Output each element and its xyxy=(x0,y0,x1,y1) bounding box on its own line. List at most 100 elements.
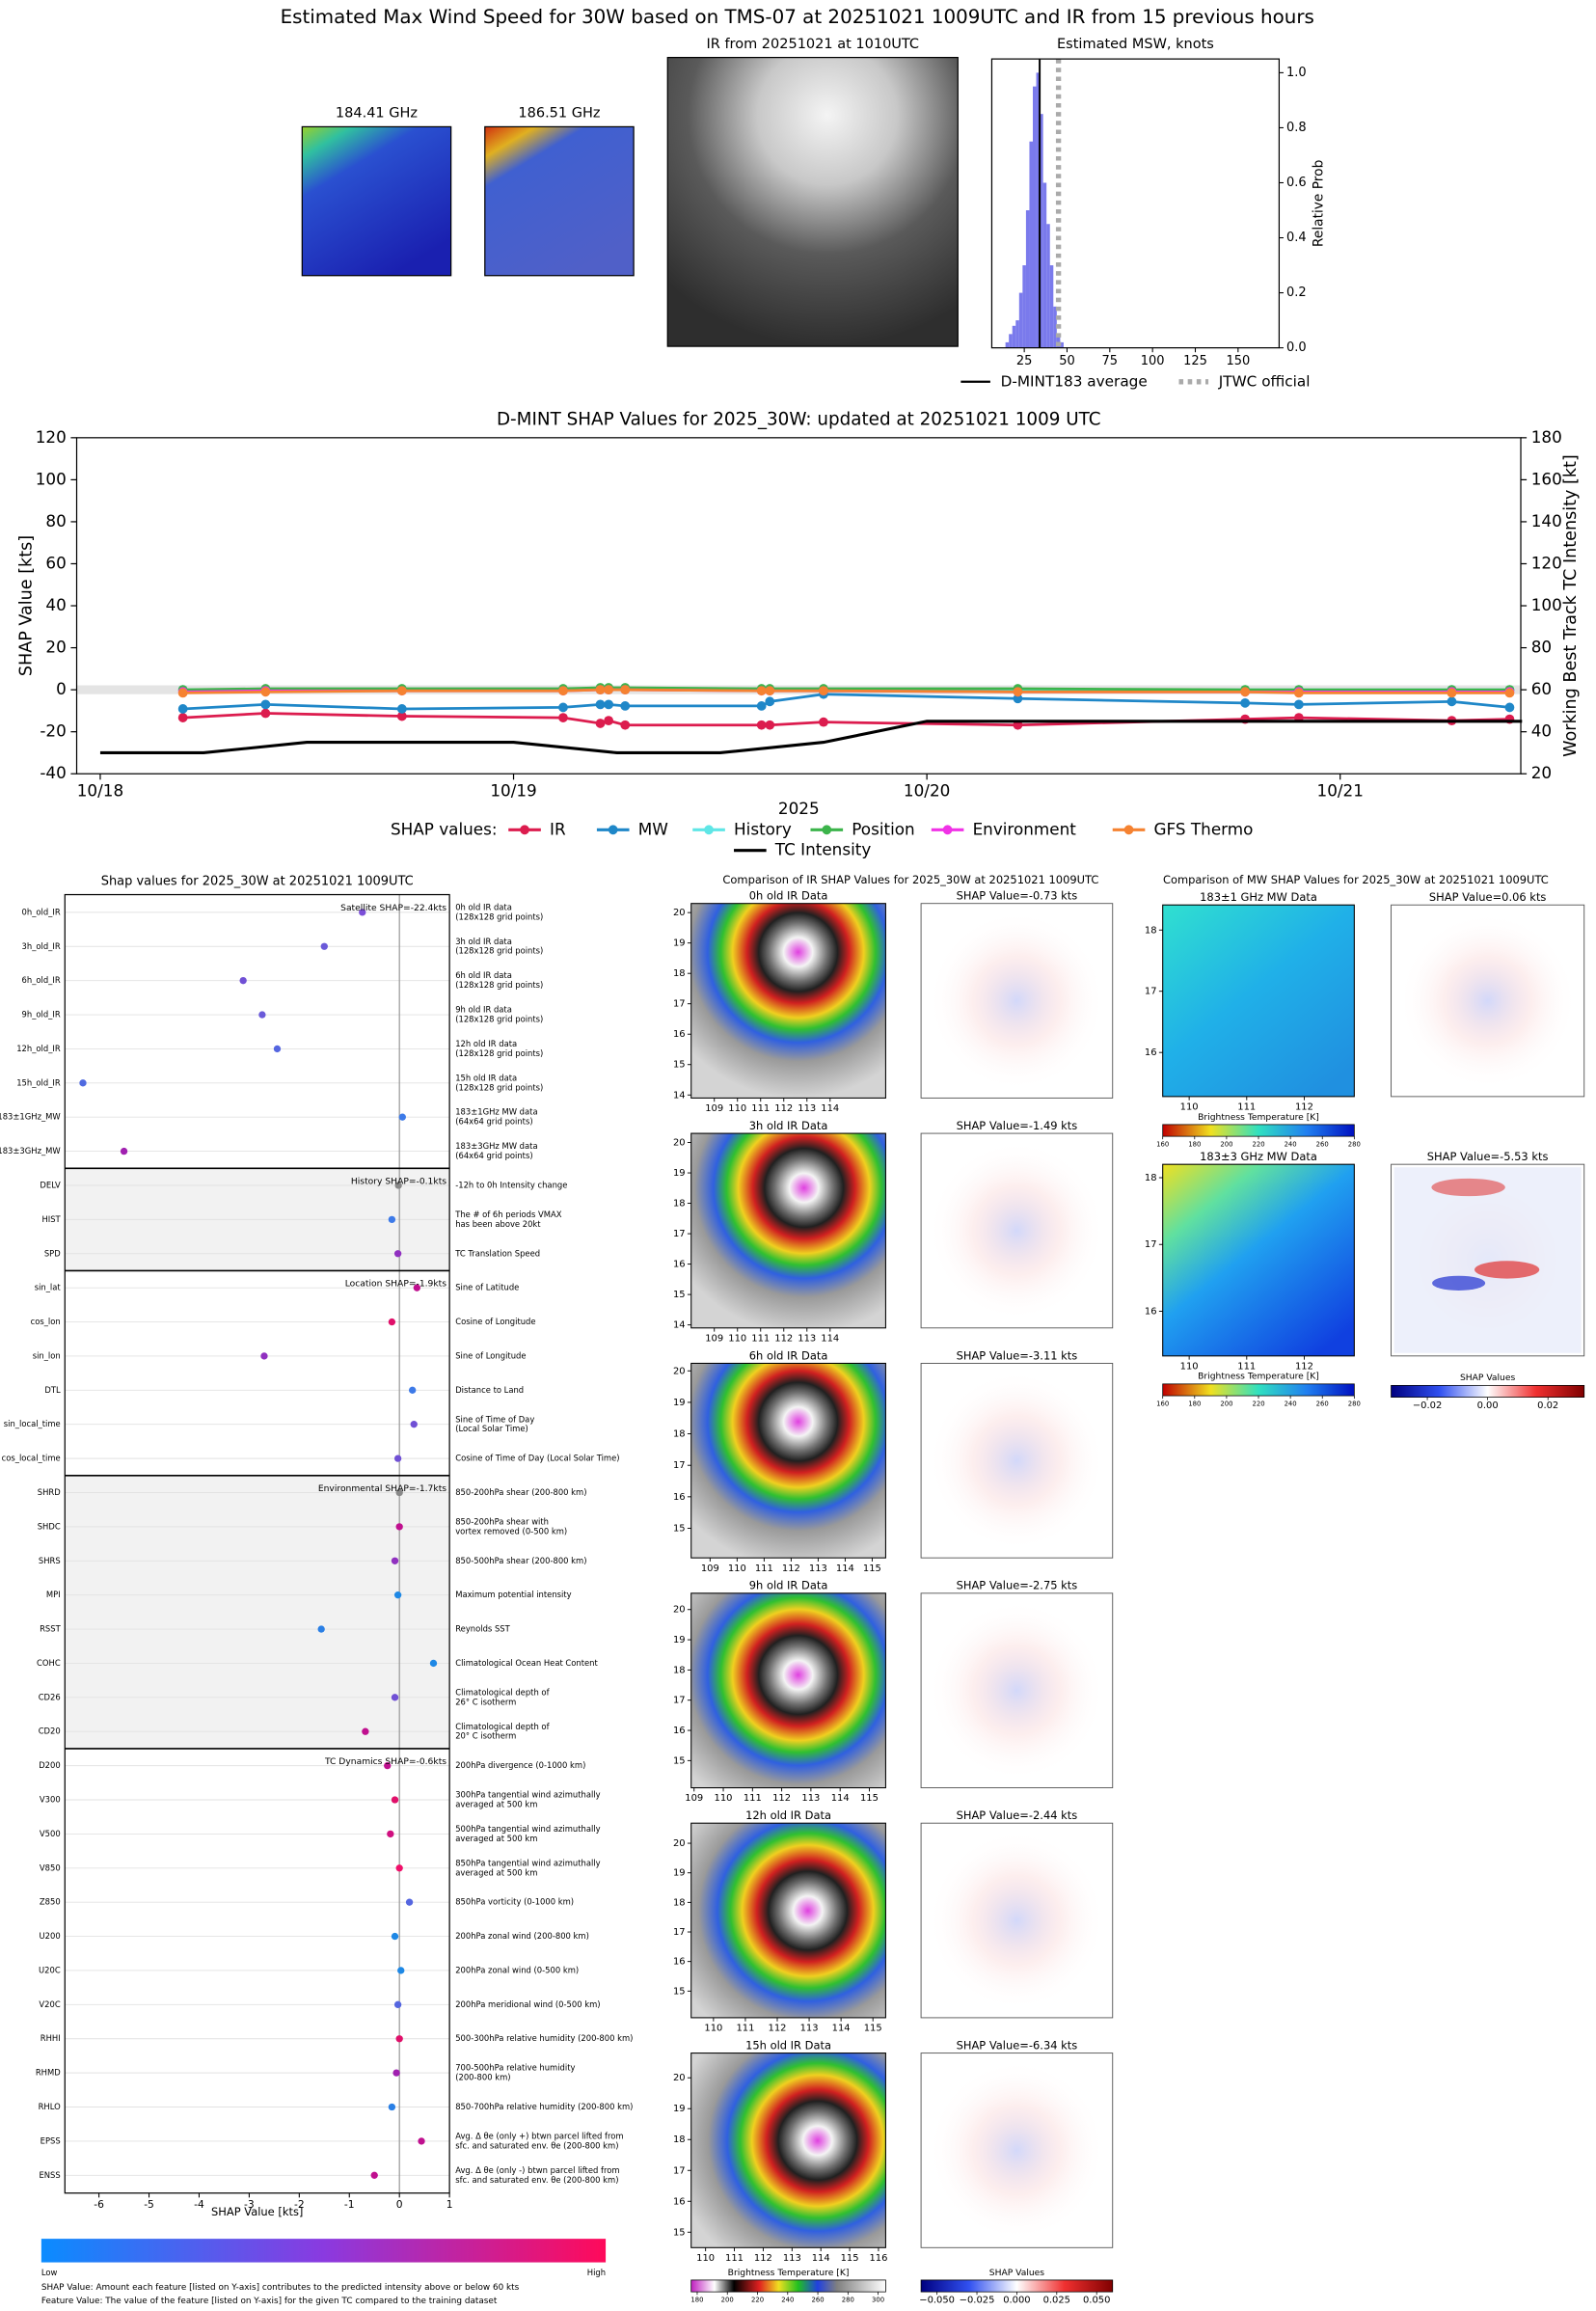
y-tick-label: 16 xyxy=(1145,1306,1157,1317)
panel-title: SHAP Value=0.06 kts xyxy=(1429,890,1547,904)
chart-title: Shap values for 2025_30W at 20251021 100… xyxy=(101,874,414,888)
feature-description: Reynolds SST xyxy=(455,1624,510,1634)
feature-description: (128x128 grid points) xyxy=(455,1015,543,1024)
series-marker xyxy=(177,704,188,714)
colorbar-tick-label: 0.050 xyxy=(1083,2296,1110,2306)
y-tick-label: 20 xyxy=(673,1605,686,1616)
panel-title: 183±3 GHz MW Data xyxy=(1200,1150,1317,1163)
y-tick-label: 14 xyxy=(673,1320,686,1331)
colorbar-label: SHAP Values xyxy=(989,2268,1045,2278)
x-tick-label: 112 xyxy=(774,1103,793,1114)
series-line xyxy=(182,693,1510,711)
feature-description: 850-500hPa shear (200-800 km) xyxy=(455,1556,586,1565)
y-tick-label: 18 xyxy=(673,1199,686,1210)
shap-point xyxy=(120,1147,128,1156)
plot-frame xyxy=(990,58,1281,349)
colorbar-low: Low xyxy=(41,2268,58,2277)
panel-title: SHAP Value=-1.49 kts xyxy=(957,1119,1078,1132)
data-image xyxy=(690,1362,886,1559)
feature-description: (64x64 grid points) xyxy=(455,1151,532,1160)
histogram-bar xyxy=(1005,341,1010,348)
x-tick-label: 113 xyxy=(809,1563,827,1574)
y-tick-label: 19 xyxy=(673,2104,686,2114)
y-tick-label: 17 xyxy=(673,2165,686,2176)
shap-point xyxy=(395,1488,403,1497)
colorbar xyxy=(920,2279,1114,2293)
x-tick-label: 110 xyxy=(715,1793,733,1804)
x-axis-label: SHAP Value [kts] xyxy=(211,2205,303,2218)
feature-description: Cosine of Time of Day (Local Solar Time) xyxy=(455,1454,619,1463)
feature-name: RSST xyxy=(40,1624,61,1634)
feature-name: HIST xyxy=(41,1214,61,1224)
panel-title: 12h old IR Data xyxy=(745,1808,831,1822)
shap-point xyxy=(391,1932,399,1941)
legend-title: SHAP values: xyxy=(391,819,498,838)
feature-description: Climatological Ocean Heat Content xyxy=(455,1658,598,1668)
feature-name: DELV xyxy=(40,1180,61,1189)
series-marker xyxy=(756,686,767,696)
series-marker xyxy=(604,716,614,726)
feature-name: cos_lon xyxy=(31,1317,61,1326)
series-marker xyxy=(819,686,828,696)
feature-description: Avg. Δ θe (only -) btwn parcel lifted fr… xyxy=(455,2165,619,2175)
y-axis-label: Relative Prob xyxy=(1312,160,1327,247)
series-marker xyxy=(595,699,606,710)
series-line xyxy=(182,712,1510,727)
x-tick-label: 113 xyxy=(800,2024,819,2034)
panel-title: SHAP Value=-5.53 kts xyxy=(1427,1150,1549,1163)
x-tick-label: 114 xyxy=(821,1333,839,1344)
x-tick-label: 114 xyxy=(821,1103,839,1114)
feature-description: Sine of Time of Day xyxy=(455,1414,534,1424)
y-tick-label: 0.2 xyxy=(1286,285,1307,300)
histogram-bar xyxy=(1025,210,1030,348)
colorbar-tick-label: 180 xyxy=(1188,1141,1201,1149)
feature-name: V300 xyxy=(40,1795,61,1805)
x-tick-label: 116 xyxy=(869,2253,887,2264)
feature-name: SHDC xyxy=(38,1521,61,1531)
feature-description: TC Translation Speed xyxy=(454,1248,540,1258)
y-tick-label: 19 xyxy=(673,1868,686,1879)
feature-description: Distance to Land xyxy=(455,1385,524,1395)
feature-description: 26° C isotherm xyxy=(455,1697,516,1706)
feature-name: RHMD xyxy=(36,2068,61,2078)
histogram-bar xyxy=(1053,306,1057,348)
colorbar-tick-label: 220 xyxy=(1252,1400,1264,1407)
series-marker xyxy=(604,685,614,695)
feature-description: Climatological depth of xyxy=(455,1722,550,1731)
series-marker xyxy=(1447,696,1457,707)
feature-name: V850 xyxy=(40,1862,61,1872)
x-tick-label: 1 xyxy=(446,2198,453,2211)
y2-tick-label: 60 xyxy=(1531,679,1552,698)
feature-description: 200hPa divergence (0-1000 km) xyxy=(455,1760,585,1770)
panel-title: SHAP Value=-6.34 kts xyxy=(957,2038,1078,2052)
x-tick-label: 114 xyxy=(831,1793,850,1804)
feature-name: D200 xyxy=(39,1760,60,1770)
data-image xyxy=(690,1592,886,1789)
feature-colorbar xyxy=(41,2239,607,2263)
image-title: 184.41 GHz xyxy=(336,106,418,122)
histogram-bar xyxy=(1056,334,1061,348)
panel-title: 183±1 GHz MW Data xyxy=(1200,890,1317,904)
y2-tick-label: 80 xyxy=(1531,638,1552,657)
x-tick-label: 113 xyxy=(801,1793,820,1804)
series-marker xyxy=(765,696,775,707)
y-tick-label: 80 xyxy=(45,511,66,530)
x-tick-label: 10/21 xyxy=(1317,781,1364,801)
x-tick-label: 109 xyxy=(705,1333,723,1344)
feature-description: -12h to 0h Intensity change xyxy=(455,1180,567,1189)
y-tick-label: 16 xyxy=(673,2196,686,2207)
feature-description: 12h old IR data xyxy=(455,1039,517,1048)
histogram-bar xyxy=(1049,265,1054,348)
shap-point xyxy=(397,1967,405,1974)
y-tick-label: 20 xyxy=(673,1838,686,1849)
x-tick-label: 75 xyxy=(1102,354,1119,368)
y-tick-label: 19 xyxy=(673,1168,686,1179)
y-tick-label: 16 xyxy=(673,1492,686,1503)
y-tick-label: 17 xyxy=(1145,987,1157,997)
section-title: Comparison of MW SHAP Values for 2025_30… xyxy=(1163,873,1549,886)
y2-tick-label: 140 xyxy=(1531,511,1562,530)
series-marker xyxy=(595,685,606,695)
x-tick-label: 114 xyxy=(812,2253,830,2264)
colorbar-tick-label: 280 xyxy=(1348,1400,1361,1407)
